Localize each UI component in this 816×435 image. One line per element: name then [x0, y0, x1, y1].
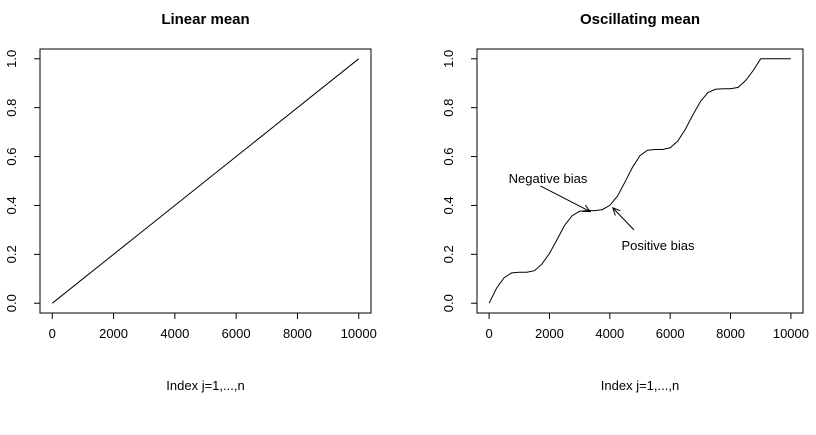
x-tick-label: 0 — [485, 326, 492, 341]
x-tick-label: 4000 — [160, 326, 189, 341]
x-tick-label: 4000 — [595, 326, 624, 341]
y-tick-label: 0.6 — [441, 148, 456, 166]
plot-area — [51, 58, 360, 304]
x-tick-label: 6000 — [656, 326, 685, 341]
linear-mean-panel: Linear mean 0 2000 4000 6000 8000 10000 0.00.… — [4, 11, 377, 393]
plot-area — [488, 58, 791, 304]
oscillating-mean-panel: Oscillating mean 0 2000 4000 6000 8000 10000 … — [441, 11, 809, 393]
y-axis: 0.0 0.2 0.4 0.6 0.8 1.0 — [441, 50, 477, 312]
annotation-arrowhead — [582, 204, 592, 213]
y-tick-label: 0.0 — [4, 294, 19, 312]
x-tick-label: 10000 — [341, 326, 377, 341]
x-tick-label: 8000 — [716, 326, 745, 341]
annotation-arrowhead — [612, 207, 621, 216]
x-axis-label: Index j=1,...,n — [166, 378, 244, 393]
y-tick-label: 1.0 — [441, 50, 456, 68]
x-tick-label: 2000 — [535, 326, 564, 341]
x-tick-label: 10000 — [773, 326, 809, 341]
y-axis: 0.0 0.2 0.4 0.6 0.8 1.0 — [4, 50, 40, 312]
annotations: Negative bias Positive bias — [509, 171, 695, 253]
x-tick-label: 0 — [49, 326, 56, 341]
series-line — [51, 58, 360, 304]
x-tick-label: 6000 — [222, 326, 251, 341]
y-tick-label: 0.4 — [441, 196, 456, 214]
x-axis: 0 2000 4000 6000 8000 10000 — [485, 312, 809, 341]
annotation-label: Negative bias — [509, 171, 588, 186]
y-tick-label: 1.0 — [4, 50, 19, 68]
chart-title: Oscillating mean — [580, 11, 700, 28]
x-axis: 0 2000 4000 6000 8000 10000 — [49, 312, 377, 341]
y-tick-label: 0.8 — [4, 99, 19, 117]
y-tick-label: 0.2 — [4, 245, 19, 263]
x-tick-label: 2000 — [99, 326, 128, 341]
x-axis-label: Index j=1,...,n — [601, 378, 679, 393]
y-tick-label: 0.4 — [4, 196, 19, 214]
annotation-arrow — [540, 185, 591, 213]
series-line — [488, 58, 791, 304]
chart-title: Linear mean — [161, 11, 249, 28]
annotation-label: Positive bias — [622, 238, 695, 253]
y-tick-label: 0.8 — [441, 99, 456, 117]
y-tick-label: 0.6 — [4, 148, 19, 166]
annotation-arrow — [612, 207, 635, 231]
y-tick-label: 0.0 — [441, 294, 456, 312]
x-tick-label: 8000 — [283, 326, 312, 341]
y-tick-label: 0.2 — [441, 245, 456, 263]
